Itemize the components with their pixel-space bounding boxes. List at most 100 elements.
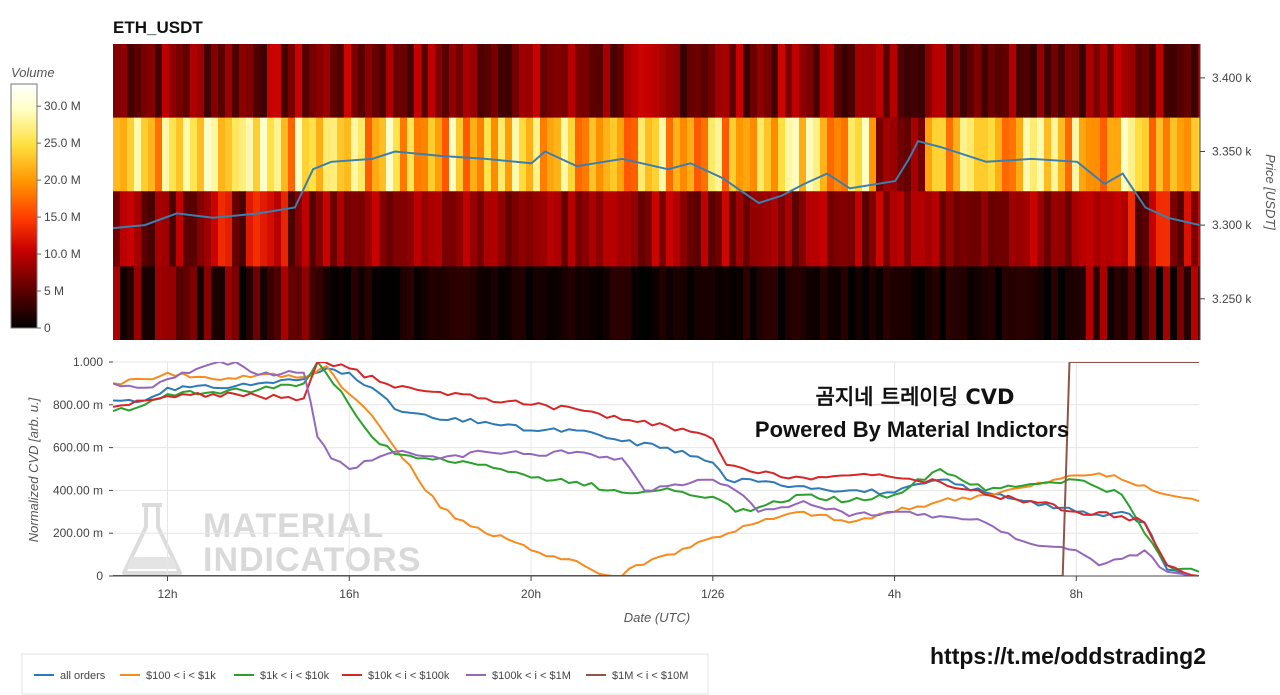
heatmap-cell [197,191,205,267]
heatmap-cell [785,117,793,192]
heatmap-cell [1009,266,1017,340]
heatmap-cell [344,191,352,267]
heatmap-cell [568,44,576,119]
heatmap-cell [365,117,373,192]
heatmap-cell [729,266,737,340]
heatmap-cell [463,117,471,192]
heatmap-cell [225,44,233,119]
heatmap-cell [1121,117,1129,192]
heatmap-cell [995,44,1003,119]
heatmap-cell [694,44,702,119]
heatmap-cell [526,266,534,340]
heatmap-cell [1184,266,1192,340]
telegram-link[interactable]: https://t.me/oddstrading2 [930,643,1206,669]
heatmap-cell [148,266,156,340]
heatmap-cell [1016,44,1024,119]
heatmap-cell [967,191,975,267]
heatmap-cell [953,191,961,267]
heatmap-cell [134,44,142,119]
heatmap-cell [813,266,821,340]
heatmap-cell [841,266,849,340]
heatmap-cell [666,266,674,340]
heatmap-cell [407,117,415,192]
heatmap-cell [673,266,681,340]
heatmap-cell [456,266,464,340]
heatmap-cell [1079,191,1087,267]
heatmap-cell [1002,191,1010,267]
price-tick-label: 3.250 k [1212,292,1252,306]
heatmap-cell [1030,191,1038,267]
heatmap-cell [806,266,814,340]
heatmap-cell [827,266,835,340]
heatmap-cell [442,44,450,119]
heatmap-cell [1170,117,1178,192]
heatmap-cell [351,117,359,192]
heatmap-cell [267,191,275,267]
heatmap-cell [813,191,821,267]
heatmap-cell [820,117,828,192]
heatmap-cell [1100,191,1108,267]
heatmap-cell [841,117,849,192]
heatmap-cell [498,44,506,119]
heatmap-cell [218,117,226,192]
cvd-series [113,362,1199,576]
heatmap-cell [218,191,226,267]
heatmap-cell [190,117,198,192]
colorbar-tick-label: 25.0 M [44,136,81,150]
heatmap-cell [407,191,415,267]
heatmap-cell [120,191,128,267]
heatmap-cell [253,44,261,119]
heatmap-cell [526,117,534,192]
heatmap-cell [288,266,296,340]
heatmap-cell [582,44,590,119]
heatmap-cell [596,44,604,119]
heatmap-cell [253,266,261,340]
heatmap-cell [652,266,660,340]
heatmap-cell [211,191,219,267]
heatmap-cell [862,266,870,340]
heatmap-cell [1051,191,1059,267]
price-line [113,140,1200,230]
heatmap-cell [631,191,639,267]
heatmap-cell [603,266,611,340]
heatmap-cell [491,44,499,119]
heatmap-cell [1072,117,1080,192]
heatmap-cell [190,44,198,119]
heatmap-cell [680,117,688,192]
heatmap-cell [687,191,695,267]
heatmap-cell [904,266,912,340]
heatmap-cell [372,44,380,119]
colorbar-tick-label: 5 M [44,284,64,298]
heatmap-cell [330,191,338,267]
heatmap-cell [659,44,667,119]
heatmap-cell [1016,191,1024,267]
heatmap-cell [155,117,163,192]
heatmap-cell [1107,266,1115,340]
heatmap-cell [309,117,317,192]
heatmap-cell [645,44,653,119]
heatmap-cell [148,44,156,119]
legend-label: all orders [60,670,106,682]
heatmap-cell [400,266,408,340]
heatmap-cell [365,44,373,119]
legend: all orders $100 < i < $1k $1k < i < $10k $1… [34,670,688,682]
heatmap-cell [477,44,485,119]
heatmap-cell [393,266,401,340]
heatmap-cell [1128,191,1136,267]
heatmap-cell [953,44,961,119]
heatmap-cell [246,117,254,192]
heatmap-cell [834,117,842,192]
heatmap-cell [1128,44,1136,119]
heatmap-cell [680,44,688,119]
heatmap-cell [1184,191,1192,267]
heatmap-cell [946,117,954,192]
heatmap-cell [1023,266,1031,340]
heatmap-cell [533,117,541,192]
heatmap-cell [484,266,492,340]
heatmap-cell [176,117,184,192]
heatmap-cell [414,266,422,340]
heatmap-cell [1114,117,1122,192]
legend-label: $100 < i < $1k [146,670,216,682]
heatmap-cell [309,44,317,119]
heatmap-cell [1121,191,1129,267]
